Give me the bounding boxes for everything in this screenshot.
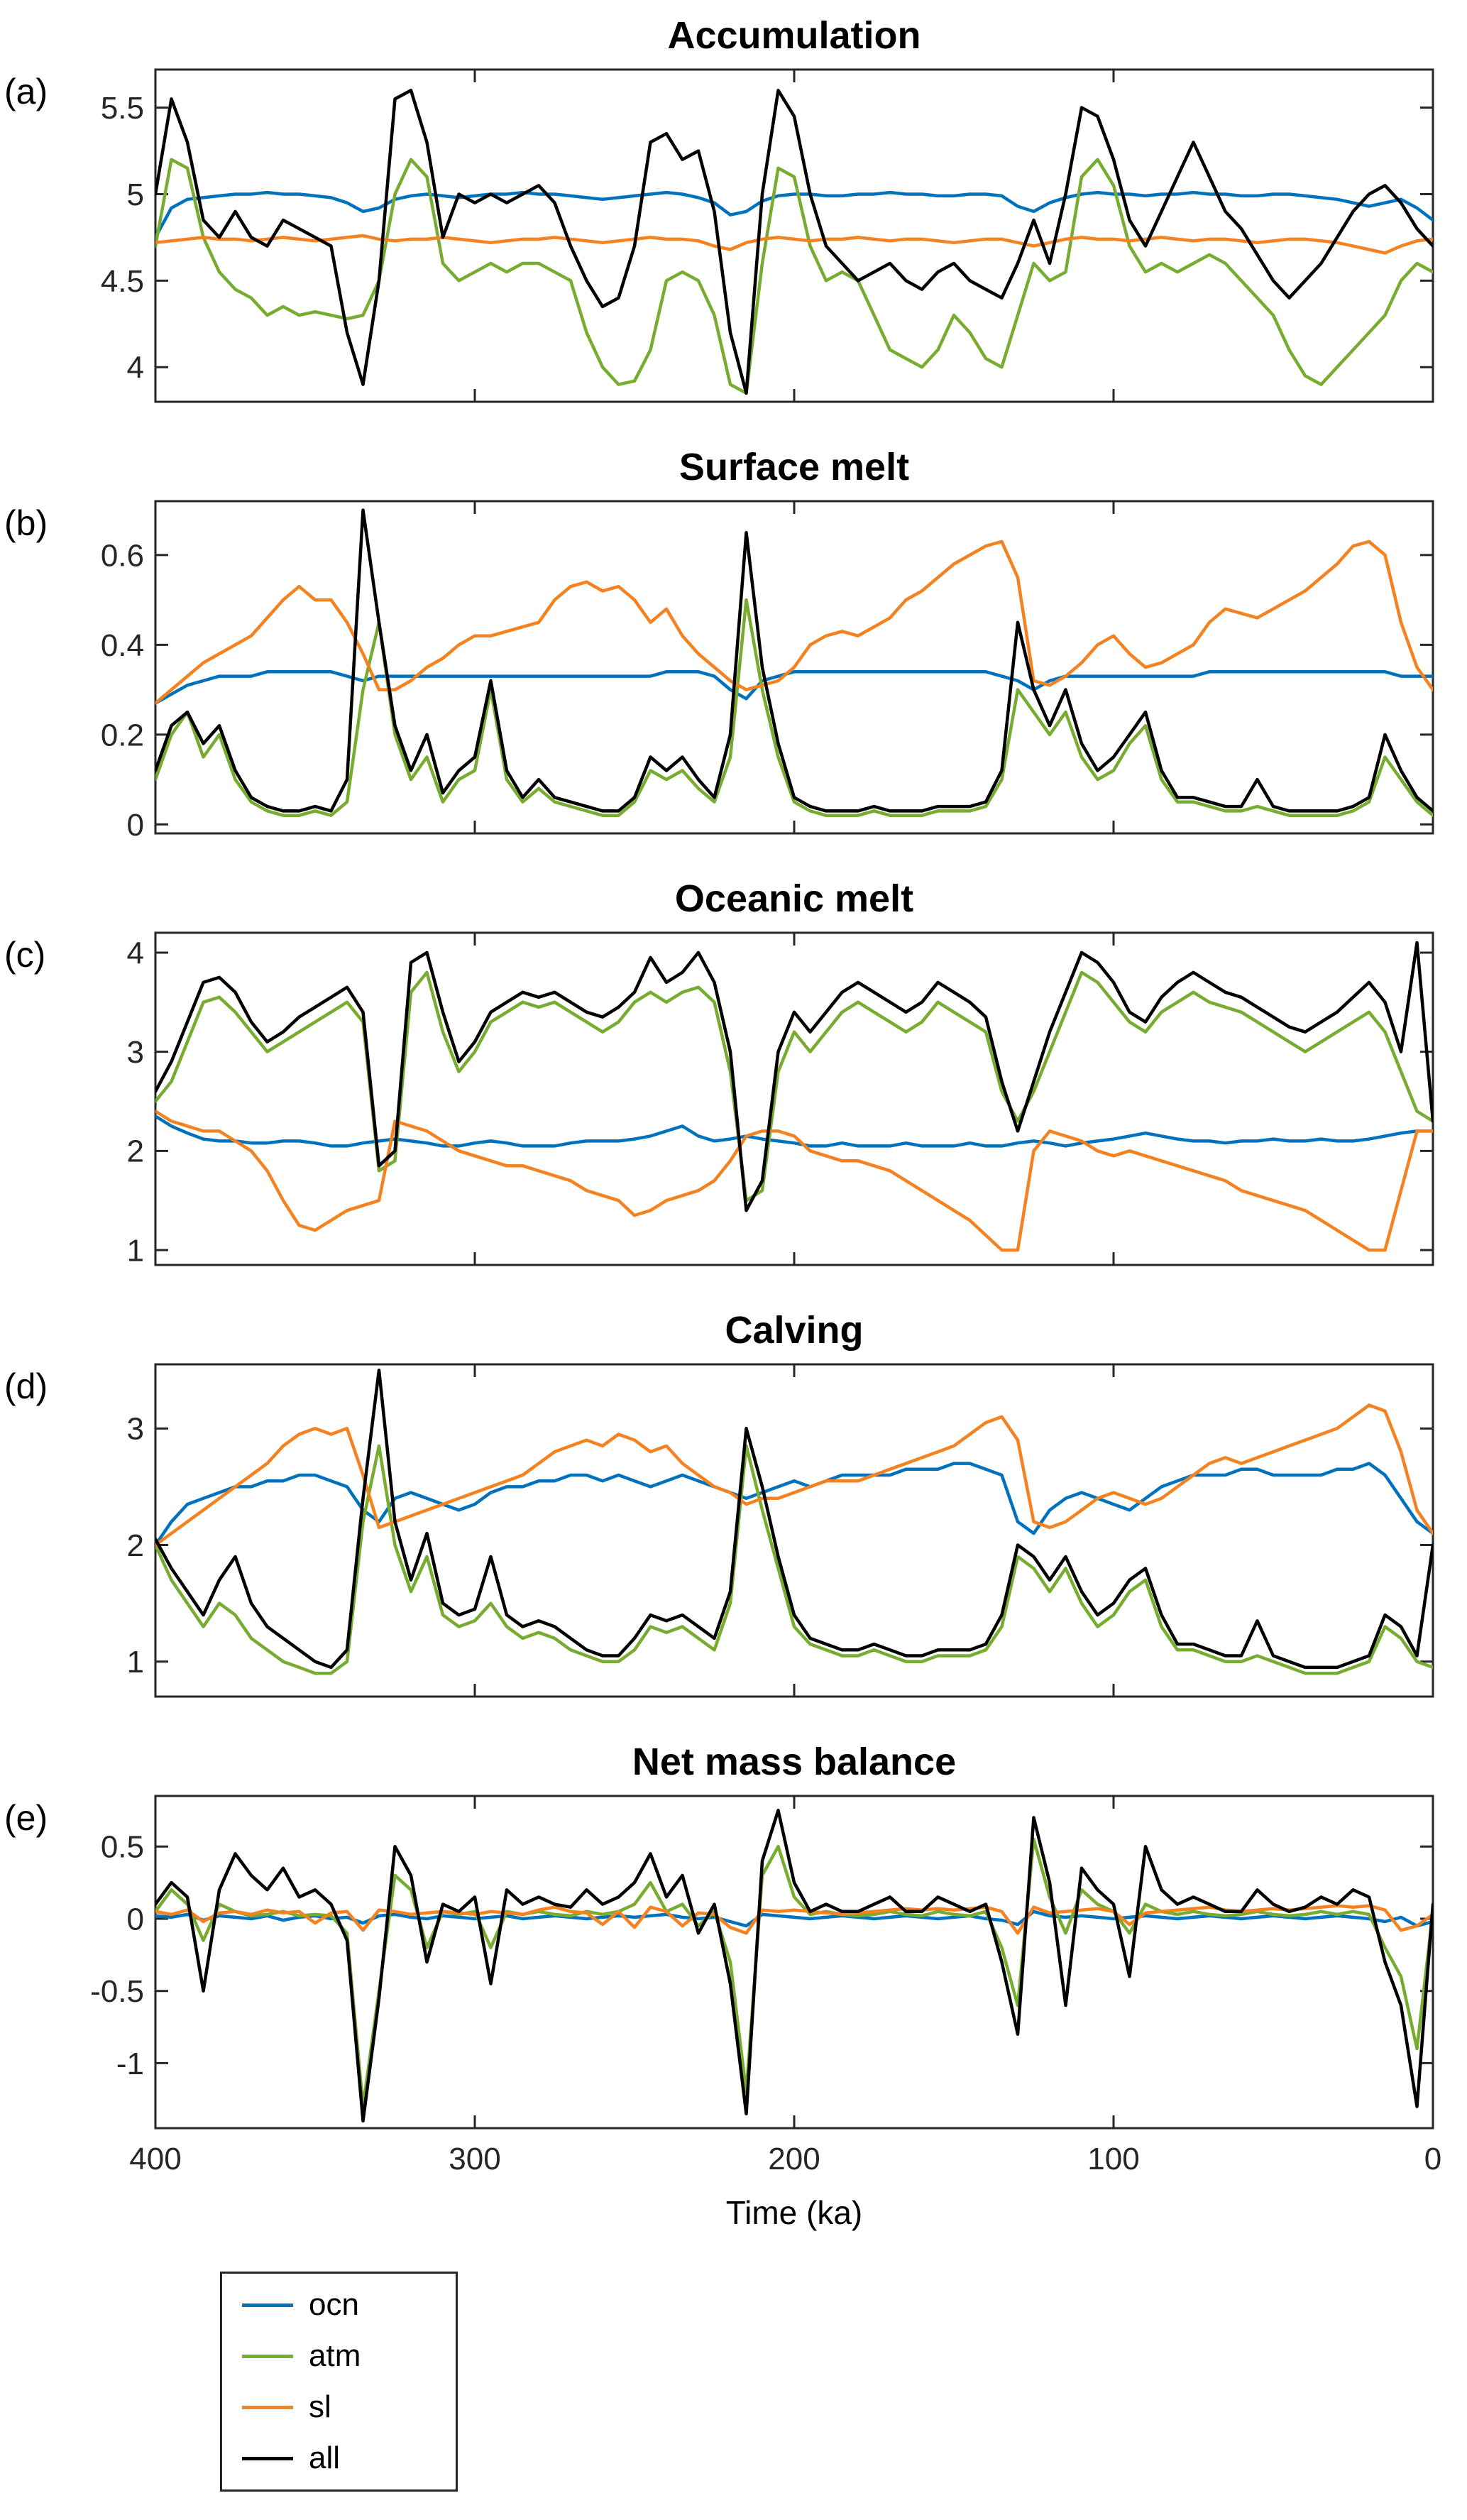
legend-item-ocn: ocn [242, 2289, 436, 2321]
legend-label-atm: atm [309, 2338, 361, 2373]
svg-text:2: 2 [127, 1528, 144, 1563]
svg-text:200: 200 [768, 2142, 820, 2176]
panel-title-accumulation: Accumulation [667, 14, 921, 57]
svg-text:4.5: 4.5 [101, 264, 144, 299]
svg-text:4: 4 [127, 936, 144, 970]
svg-text:2: 2 [127, 1134, 144, 1169]
panel-letter-d: (d) [4, 1366, 48, 1406]
svg-text:1: 1 [127, 1233, 144, 1268]
legend-line-all [242, 2456, 293, 2460]
panel-letter-c: (c) [4, 935, 46, 975]
legend-line-atm [242, 2354, 293, 2358]
svg-text:0: 0 [127, 808, 144, 838]
svg-text:5.5: 5.5 [101, 91, 144, 126]
svg-text:400: 400 [129, 2142, 181, 2176]
legend-item-all: all [242, 2443, 436, 2474]
svg-text:0.5: 0.5 [101, 1830, 144, 1865]
svg-text:0.4: 0.4 [101, 628, 144, 663]
legend-label-ocn: ocn [309, 2287, 359, 2322]
svg-text:1: 1 [127, 1645, 144, 1680]
panel-letter-a: (a) [4, 72, 48, 111]
panel-surface-melt: Surface melt (b) 0 0.2 0.4 0.6 [0, 437, 1467, 838]
panel-calving: Calving (d) 1 2 3 [0, 1300, 1467, 1701]
plot-accumulation: 4 4.5 5 5.5 [101, 68, 1434, 403]
plot-net-mass-balance: 1 2 3 [127, 1363, 1434, 1698]
svg-text:300: 300 [449, 2142, 500, 2176]
plot-net-mass-balance-axes: 400 300 200 100 0 -1 -0.5 0 0.5 [90, 1795, 1441, 2176]
legend-item-sl: sl [242, 2392, 436, 2423]
legend-label-all: all [309, 2440, 341, 2475]
plot-oceanic-melt: 1 2 3 4 [127, 931, 1434, 1268]
legend-item-atm: atm [242, 2340, 436, 2372]
panel-title-net-mass-balance: Net mass balance [632, 1741, 957, 1783]
x-axis-label: Time (ka) [725, 2194, 863, 2231]
svg-text:3: 3 [127, 1412, 144, 1447]
plot-surface-melt: 0 0.2 0.4 0.6 [101, 500, 1434, 838]
svg-text:4: 4 [127, 351, 144, 385]
legend: ocn atm sl all [220, 2272, 458, 2492]
panel-letter-b: (b) [4, 503, 48, 543]
legend-line-sl [242, 2405, 293, 2409]
svg-text:100: 100 [1087, 2142, 1139, 2176]
svg-text:0: 0 [1424, 2142, 1441, 2176]
panel-oceanic-melt: Oceanic melt (c) 1 2 3 4 [0, 869, 1467, 1269]
svg-text:-0.5: -0.5 [90, 1974, 144, 2009]
panel-title-oceanic-melt: Oceanic melt [674, 877, 914, 920]
svg-text:3: 3 [127, 1035, 144, 1070]
svg-text:0: 0 [127, 1902, 144, 1936]
svg-text:5: 5 [127, 177, 144, 212]
svg-text:-1: -1 [116, 2047, 144, 2081]
panel-title-calving: Calving [725, 1309, 864, 1352]
panel-net-mass-balance: Net mass balance (e) 400 300 200 100 0 -1 -0.5… [0, 1732, 1467, 2189]
legend-label-sl: sl [309, 2389, 331, 2424]
panel-accumulation: Accumulation (a) 4 4.5 5 5.5 [0, 6, 1467, 406]
legend-line-ocn [242, 2303, 293, 2307]
panel-title-surface-melt: Surface melt [678, 446, 910, 488]
figure: Accumulation (a) 4 4.5 5 5.5 Surface melt (… [0, 6, 1467, 2492]
svg-text:0.6: 0.6 [101, 538, 144, 573]
panel-letter-e: (e) [4, 1798, 48, 1838]
svg-text:0.2: 0.2 [101, 718, 144, 752]
